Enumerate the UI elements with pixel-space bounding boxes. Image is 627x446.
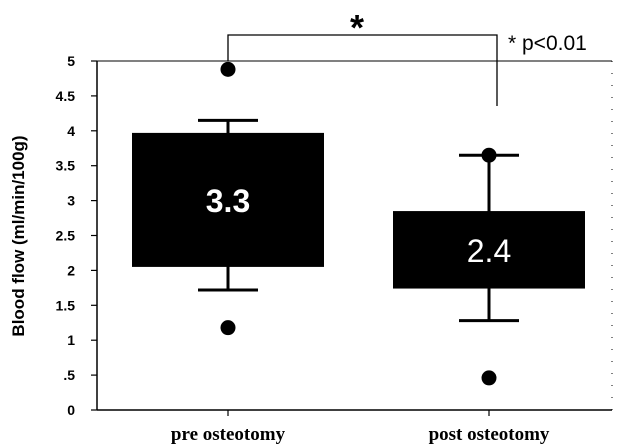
y-axis-ticks: 0 .5 1 1.5 2 2.5 3 3.5 4 4.5 5 <box>56 53 490 418</box>
box-value-label: 3.3 <box>206 183 250 219</box>
box-rect <box>393 211 585 289</box>
x-axis-labels: pre osteotomy post osteotomy <box>171 424 550 445</box>
significance-legend: * p<0.01 <box>508 32 587 55</box>
box-rect <box>132 132 324 267</box>
box-value-label: 2.4 <box>467 233 511 269</box>
x-category-label: pre osteotomy <box>171 424 286 445</box>
y-tick-label: 1 <box>67 332 75 348</box>
y-tick-label: 3 <box>67 193 75 209</box>
significance-annotation: * * p<0.01 <box>227 7 587 106</box>
y-tick-label: 2.5 <box>56 228 76 244</box>
outlier-point <box>220 320 236 336</box>
y-tick-label: 5 <box>67 53 75 69</box>
outlier-point <box>481 370 497 386</box>
x-category-label: post osteotomy <box>429 424 550 445</box>
outlier-point <box>481 147 497 163</box>
y-axis-label: Blood flow (ml/min/100g) <box>9 135 28 336</box>
y-tick-label: .5 <box>63 367 75 383</box>
y-tick-label: 2 <box>67 262 75 278</box>
significance-star: * <box>350 7 364 48</box>
box-post-osteotomy: 2.4 <box>393 147 585 386</box>
y-tick-label: 4.5 <box>56 88 76 104</box>
box-pre-osteotomy: 3.3 <box>132 61 324 336</box>
box-series: 3.3 2.4 <box>132 61 585 386</box>
outlier-point <box>220 61 236 77</box>
y-tick-label: 4 <box>67 123 75 139</box>
significance-bracket <box>227 34 498 106</box>
y-tick-label: 3.5 <box>56 158 76 174</box>
y-tick-label: 1.5 <box>56 297 76 313</box>
y-tick-label: 0 <box>67 402 75 418</box>
